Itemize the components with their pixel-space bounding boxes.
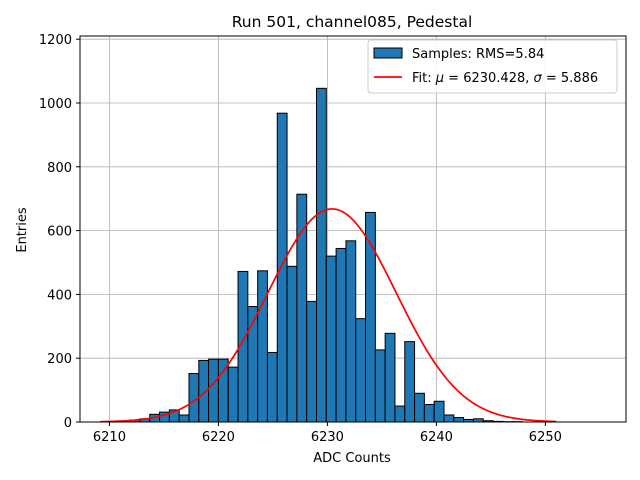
- y-tick-label: 0: [64, 416, 72, 431]
- histogram-bar: [384, 332, 396, 423]
- histogram-bar: [414, 392, 425, 423]
- x-axis-label: ADC Counts: [313, 451, 391, 466]
- x-axis-ticks: 6210 6220 6230 6240 6250: [93, 422, 562, 445]
- histogram-bar: [355, 318, 367, 423]
- histogram-bar: [335, 247, 347, 423]
- y-tick-label: 1000: [39, 97, 72, 112]
- legend-label-fit-part: σ: [534, 71, 543, 86]
- histogram-bars: [100, 87, 523, 423]
- histogram-bar: [443, 414, 455, 423]
- histogram-bar: [178, 414, 190, 423]
- x-tick-label: 6240: [420, 430, 453, 445]
- y-tick-label: 1200: [39, 33, 72, 48]
- histogram-bar: [404, 341, 416, 423]
- legend-label-fit-part: = 6230.428,: [444, 71, 533, 86]
- histogram-bar: [345, 240, 357, 423]
- histogram-bar: [296, 193, 308, 423]
- histogram-bar: [453, 417, 465, 423]
- fit-curve-group: [100, 208, 557, 423]
- histogram-bar: [286, 265, 298, 423]
- y-tick-label: 800: [47, 161, 72, 176]
- legend-box: [367, 39, 618, 94]
- histogram-bar: [266, 351, 278, 423]
- y-axis-ticks: 0 200 400 600 800 1000 1200: [39, 33, 80, 431]
- histogram-bar: [217, 358, 229, 423]
- legend-swatch-samples: [373, 47, 403, 59]
- histogram-bar: [306, 300, 317, 423]
- x-tick-label: 6220: [202, 430, 235, 445]
- histogram-bar: [325, 255, 337, 423]
- y-tick-label: 200: [47, 352, 72, 367]
- fit-curve: [100, 208, 557, 423]
- x-tick-label: 6230: [311, 430, 344, 445]
- legend: Samples: RMS=5.84 Fit: μ = 6230.428, σ =…: [367, 39, 618, 94]
- chart-title: Run 501, channel085, Pedestal: [232, 13, 473, 31]
- x-tick-label: 6250: [529, 430, 562, 445]
- histogram-bar: [257, 270, 268, 423]
- histogram-bar: [433, 400, 445, 423]
- plot-frame: [79, 35, 627, 423]
- histogram-bar: [198, 359, 210, 423]
- x-tick-label: 6210: [93, 430, 126, 445]
- legend-label-samples: Samples: RMS=5.84: [412, 47, 544, 62]
- legend-label-fit: Fit: μ = 6230.428, σ = 5.886: [412, 71, 598, 86]
- y-tick-label: 600: [47, 225, 72, 240]
- legend-label-fit-part: Fit:: [412, 71, 436, 86]
- histogram-bar: [374, 349, 386, 423]
- histogram-bar: [315, 87, 327, 423]
- histogram-bar: [423, 403, 435, 423]
- y-axis-label: Entries: [15, 207, 30, 253]
- y-tick-label: 400: [47, 288, 72, 303]
- legend-label-fit-part: = 5.886: [542, 71, 598, 86]
- histogram-bar: [394, 405, 406, 423]
- histogram-bar: [227, 366, 239, 423]
- legend-label-fit-part: μ: [435, 71, 444, 86]
- histogram-bar: [276, 112, 288, 423]
- histogram-bar: [208, 358, 219, 423]
